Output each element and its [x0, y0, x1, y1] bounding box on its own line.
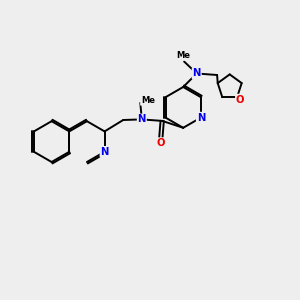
- Text: O: O: [236, 94, 244, 105]
- Text: N: N: [193, 68, 201, 79]
- Text: Me: Me: [141, 96, 155, 105]
- Text: N: N: [197, 112, 205, 123]
- Text: Me: Me: [176, 51, 190, 60]
- Text: N: N: [138, 114, 146, 124]
- Text: O: O: [157, 138, 165, 148]
- Text: N: N: [100, 147, 109, 157]
